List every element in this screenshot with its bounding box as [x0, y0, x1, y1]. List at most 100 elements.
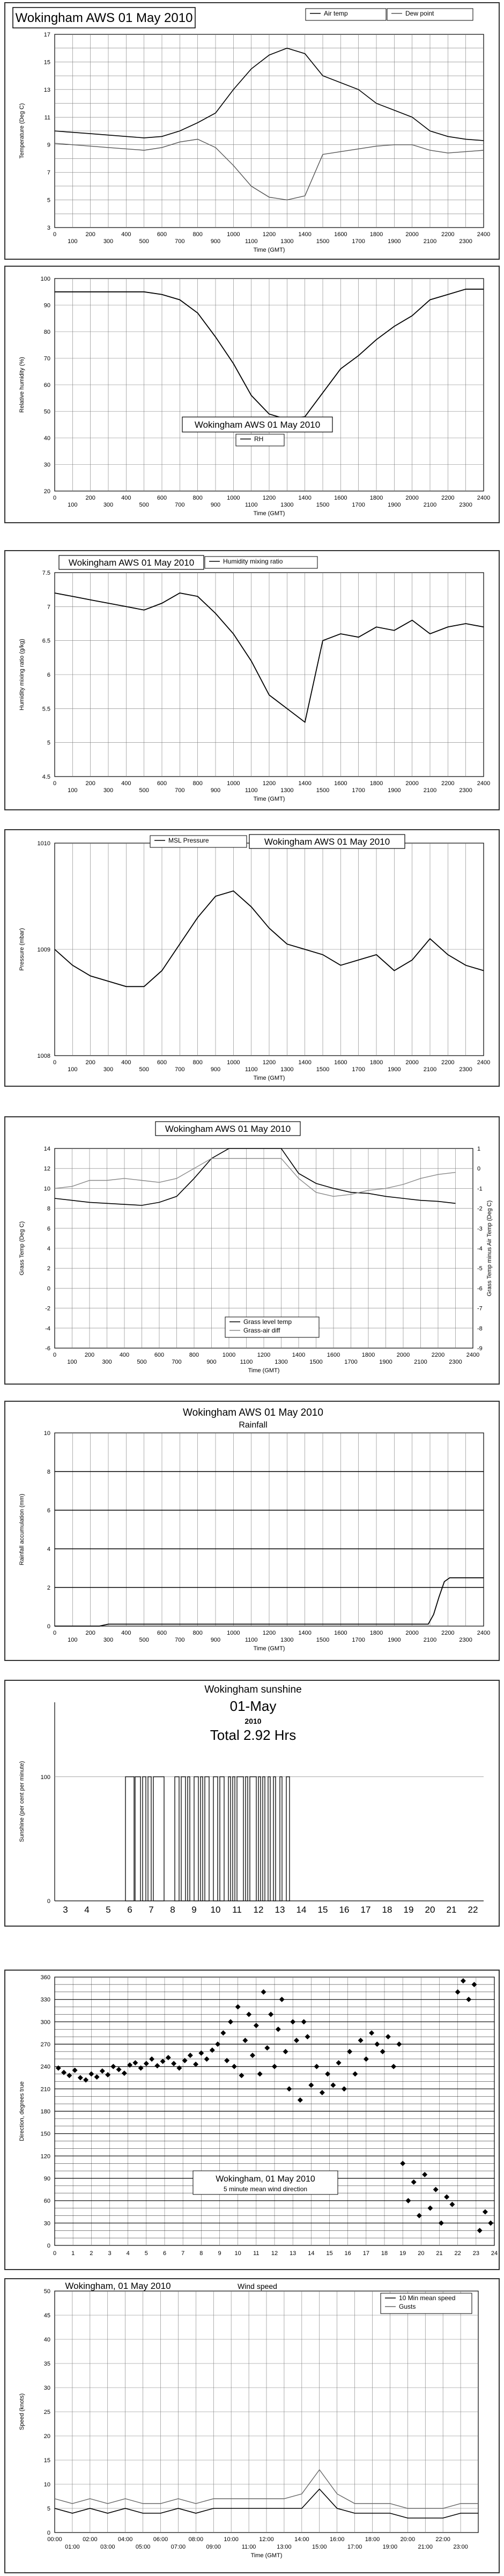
y-tick-label: 10	[44, 2482, 50, 2488]
legend-label: Dew point	[405, 10, 434, 17]
x-tick-label: 1100	[245, 238, 258, 245]
y-tick-label: 90	[44, 2176, 50, 2182]
x-tick-label: 1900	[388, 502, 401, 508]
x-tick-label: 1000	[227, 1630, 240, 1636]
sunshine-bar	[194, 1776, 199, 1901]
data-point	[427, 2205, 433, 2211]
x-tick-label: 500	[139, 787, 149, 794]
x-tick-label: 0	[53, 2250, 56, 2257]
x-tick-label: 1200	[263, 1059, 276, 1066]
series-line	[54, 2488, 478, 2519]
x-tick-label: 900	[211, 1066, 220, 1073]
x-tick-label: 700	[175, 1066, 184, 1073]
x-tick-label: 23:00	[453, 2544, 468, 2550]
x-tick-label: 2400	[477, 231, 490, 238]
y-tick-label: 25	[44, 2409, 50, 2416]
y-axis-label: Direction, degrees true	[19, 2081, 25, 2141]
x-axis-label: Time (GMT)	[254, 247, 285, 253]
data-point	[204, 2056, 210, 2062]
sunshine-bar	[249, 1776, 257, 1901]
legend-box	[380, 2293, 472, 2314]
x-tick-label: 100	[68, 1066, 77, 1073]
legend-box	[387, 8, 473, 21]
x-tick-label: 1400	[298, 231, 311, 238]
data-point	[471, 1981, 477, 1987]
y-tick-label: 120	[41, 2153, 50, 2160]
x-tick-label: 0	[53, 1630, 56, 1636]
data-point	[416, 2213, 422, 2219]
x-tick-label: 08:00	[189, 2536, 204, 2543]
x-tick-label: 2200	[432, 1352, 444, 1358]
series-line	[54, 47, 484, 141]
data-point	[121, 2070, 127, 2076]
chart-total: Total 2.92 Hrs	[210, 1727, 296, 1743]
x-tick-label: 600	[157, 780, 167, 787]
x-axis-label: Time (GMT)	[254, 510, 285, 517]
x-tick-label: 1800	[362, 1352, 375, 1358]
x-tick-label: 700	[175, 1637, 184, 1643]
x-tick-label: 7	[181, 2250, 184, 2257]
series-line	[54, 1158, 456, 1197]
data-point	[314, 2063, 320, 2069]
chart-panel-rainfall: 0 2 4 6 8 10 0 200 400 600 800 1000 1200 1400 1600 1800…	[4, 1401, 500, 1661]
data-point	[477, 2228, 483, 2234]
x-tick-label: 1500	[316, 1637, 329, 1643]
x-tick-label: 1900	[379, 1359, 392, 1365]
y-tick-label: 30	[44, 2220, 50, 2227]
data-point	[215, 2041, 221, 2047]
x-tick-label: 2000	[397, 1352, 410, 1358]
data-point	[286, 2086, 292, 2092]
x-tick-label: 6	[127, 1905, 132, 1915]
sunshine-bar	[245, 1776, 248, 1901]
x-tick-label: 0	[53, 1352, 56, 1358]
x-tick-label: 17	[363, 2250, 369, 2257]
y-tick-label: 0	[47, 1623, 50, 1630]
x-tick-label: 1200	[257, 1352, 270, 1358]
y-tick-label: 0	[47, 1285, 50, 1292]
x-tick-label: 18	[382, 1905, 392, 1915]
x-tick-label: 500	[139, 1066, 149, 1073]
x-tick-label: 100	[67, 1359, 77, 1365]
chart-title: Wokingham AWS 01 May 2010	[264, 837, 390, 847]
y-tick-label: 12	[44, 1166, 50, 1172]
series-line	[54, 592, 484, 723]
data-point	[198, 2050, 204, 2056]
x-tick-label: 400	[120, 1352, 129, 1358]
series-line	[55, 1577, 484, 1627]
x-tick-label: 1400	[292, 1352, 305, 1358]
x-tick-label: 14	[297, 1905, 307, 1915]
x-tick-label: 1400	[298, 1059, 311, 1066]
x-axis-label: Time (GMT)	[254, 1645, 285, 1652]
data-point	[110, 2063, 116, 2069]
y-tick-label: 7.5	[42, 570, 50, 576]
legend-box	[150, 835, 247, 848]
x-tick-label: 13	[275, 1905, 285, 1915]
y-axis-label: Humidity mixing ratio (g/kg)	[19, 639, 25, 710]
x-tick-label: 600	[157, 495, 167, 501]
x-tick-label: 3	[63, 1905, 68, 1915]
legend-box	[225, 1316, 320, 1338]
x-tick-label: 0	[53, 1059, 56, 1066]
data-point	[279, 1996, 285, 2002]
chart-panel-pressure: 1008 1009 1010 0 200 400 600 800 1000 1200 1400 160…	[4, 829, 500, 1087]
data-point	[308, 2082, 314, 2088]
y-tick-label: 50	[44, 409, 50, 415]
x-tick-label: 2000	[405, 495, 418, 501]
data-point	[160, 2058, 166, 2064]
y-tick-label: 17	[44, 32, 50, 38]
x-tick-label: 900	[211, 1637, 220, 1643]
x-tick-label: 2300	[459, 502, 472, 508]
data-point	[246, 2011, 252, 2017]
y-tick-label: -1	[477, 1185, 483, 1192]
x-tick-label: 22	[455, 2250, 461, 2257]
data-point	[99, 2068, 105, 2074]
y-tick-label: 4.5	[42, 774, 50, 780]
x-tick-label: 05:00	[136, 2544, 151, 2550]
sunshine-bar	[228, 1776, 231, 1901]
y-tick-label: 30	[44, 462, 50, 469]
y-tick-label: -6	[477, 1285, 483, 1292]
x-tick-label: 700	[175, 238, 184, 245]
x-tick-label: 7	[149, 1905, 153, 1915]
data-point	[224, 2058, 230, 2063]
y-tick-label: -7	[477, 1306, 483, 1312]
